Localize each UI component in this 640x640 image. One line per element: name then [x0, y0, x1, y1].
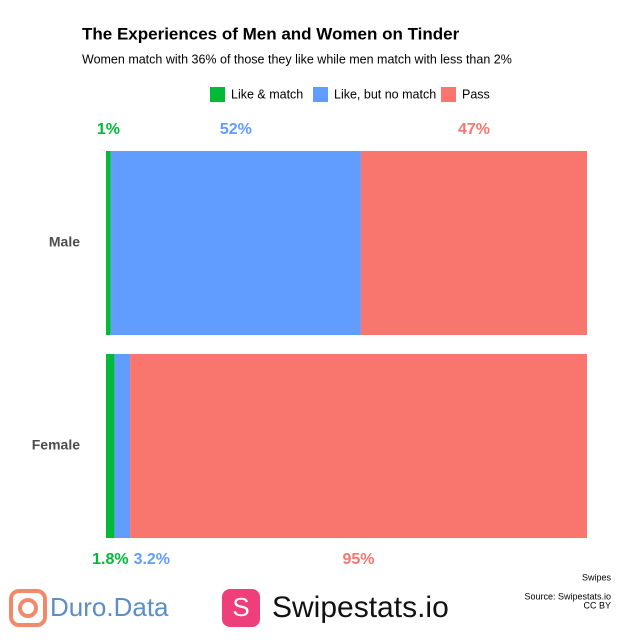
bar-segment — [360, 151, 587, 335]
value-label: 3.2% — [134, 551, 170, 568]
legend-swatch — [441, 87, 456, 102]
brand-name: Swipestats.io — [272, 591, 449, 624]
value-label: 47% — [458, 121, 490, 138]
y-tick-label: Male — [49, 234, 80, 250]
value-label: 52% — [220, 121, 252, 138]
chart-title: The Experiences of Men and Women on Tind… — [82, 24, 460, 43]
legend-label: Pass — [462, 87, 490, 101]
value-label: 95% — [343, 551, 375, 568]
brand-icon — [222, 589, 260, 627]
bar-segment — [106, 354, 115, 538]
brand-logo: Duro.Data — [9, 589, 169, 627]
bar-segment — [106, 151, 111, 335]
brand-name: Duro.Data — [50, 592, 169, 622]
legend-swatch — [210, 87, 225, 102]
caption: CC BY — [583, 600, 611, 610]
brand-icon-letter: S — [232, 592, 249, 622]
legend-swatch — [313, 87, 328, 102]
legend-label: Like & match — [231, 87, 303, 101]
legend-label: Like, but no match — [334, 87, 436, 101]
value-label: 1% — [97, 121, 120, 138]
brand-logo: S Swipestats.io — [222, 589, 449, 627]
brand-icon — [18, 598, 38, 618]
x-axis-label: Swipes — [582, 572, 612, 582]
bar-segment — [110, 151, 361, 335]
bar-segment — [114, 354, 131, 538]
bar-segment — [130, 354, 588, 538]
chart-subtitle: Women match with 36% of those they like … — [82, 52, 512, 66]
caption: Source: Swipestats.io — [524, 591, 611, 601]
brand-icon — [9, 589, 47, 627]
value-label: 1.8% — [92, 551, 128, 568]
y-tick-label: Female — [32, 437, 80, 453]
